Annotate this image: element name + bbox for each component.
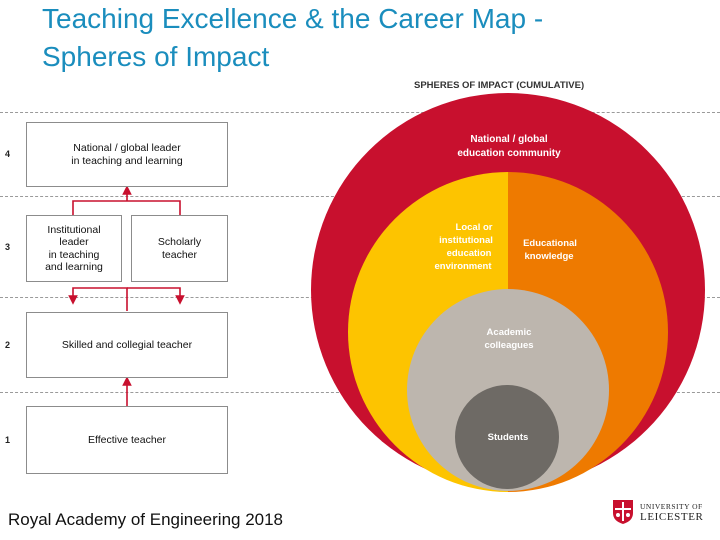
box-national-leader: National / global leader in teaching and…	[26, 122, 228, 187]
university-shield-icon	[613, 500, 633, 524]
label-educational-line1: Educational	[523, 238, 577, 249]
label-local-line3: education	[447, 248, 492, 259]
box-effective-teacher: Effective teacher	[26, 406, 228, 474]
label-national-line1: National / global	[470, 134, 547, 145]
logo-line-1: UNIVERSITY OF	[640, 502, 703, 511]
box-skilled-collegial-teacher: Skilled and collegial teacher	[26, 312, 228, 378]
title-line-1: Teaching Excellence & the Career Map -	[42, 3, 544, 34]
label-students: Students	[488, 432, 529, 443]
label-local-line2: institutional	[439, 235, 493, 246]
label-local-line1: Local or	[456, 222, 493, 233]
logo-line-2: LEICESTER	[640, 511, 704, 523]
label-local-line4: environment	[434, 261, 492, 272]
arrow-skilled-to-level3	[68, 287, 128, 311]
label-educational-line2: knowledge	[524, 251, 573, 262]
university-logo: UNIVERSITY OF LEICESTER	[612, 499, 703, 525]
level-number-2: 2	[5, 340, 11, 350]
page-title: Teaching Excellence & the Career Map - S…	[42, 0, 543, 76]
box-scholarly-teacher: Scholarly teacher	[131, 215, 228, 282]
level-number-3: 3	[5, 242, 11, 252]
label-academic-line1: Academic	[487, 327, 532, 338]
level-number-4: 4	[5, 149, 11, 159]
label-academic-line2: colleagues	[484, 340, 533, 351]
level-divider	[0, 112, 720, 113]
sphere-students	[455, 385, 559, 489]
title-line-2: Spheres of Impact	[42, 41, 270, 72]
level-number-1: 1	[5, 435, 11, 445]
spheres-heading: SPHERES OF IMPACT (CUMULATIVE)	[414, 80, 584, 91]
arrow-skilled-to-scholarly	[127, 287, 185, 305]
footer-credit: Royal Academy of Engineering 2018	[8, 510, 284, 529]
label-national-line2: education community	[457, 148, 561, 159]
box-institutional-leader: Institutional leader in teaching and lea…	[26, 215, 122, 282]
